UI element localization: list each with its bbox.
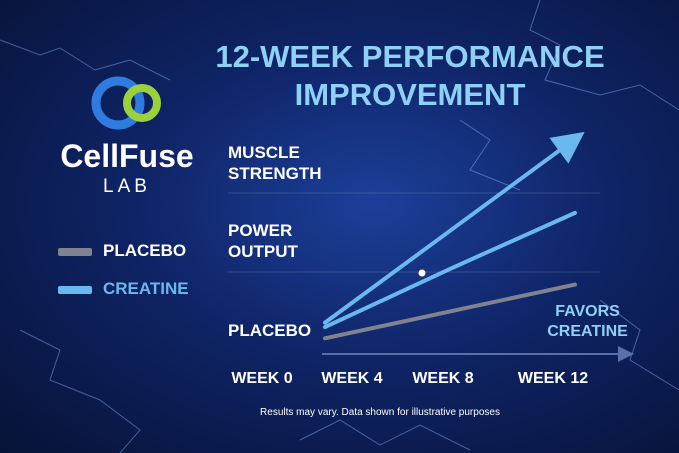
x-tick-label: WEEK 12 (517, 370, 589, 387)
y-label: POWER OUTPUT (228, 221, 298, 261)
line (323, 131, 585, 325)
legend-swatch (58, 286, 92, 294)
legend-label: PLACEBO (103, 241, 187, 260)
dot (418, 269, 426, 277)
annotation: FAVORS CREATINE (547, 303, 628, 340)
y-label: MUSCLE STRENGTH (228, 143, 322, 183)
line (323, 210, 577, 330)
y-label: PLACEBO (228, 321, 312, 340)
logo-sub: LAB (103, 176, 151, 197)
x-tick-label: WEEK 8 (412, 370, 474, 387)
x-tick-label: WEEK 0 (231, 370, 293, 387)
logo-icon (91, 76, 145, 130)
line (323, 282, 577, 341)
footnote: Results may vary. Data shown for illustr… (260, 407, 500, 418)
legend-swatch (58, 248, 92, 256)
legend-label: CREATINE (103, 279, 189, 298)
chart-title: 12-WEEK PERFORMANCE IMPROVEMENT (215, 39, 605, 112)
logo-icon (123, 84, 161, 122)
x-tick-label: WEEK 4 (321, 370, 383, 387)
logo-name: CellFuse (60, 138, 194, 174)
